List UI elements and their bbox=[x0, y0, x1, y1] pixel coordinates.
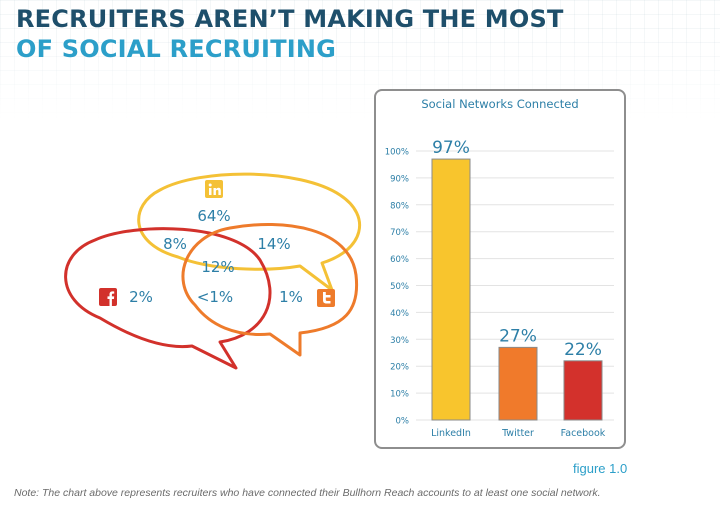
linkedin-icon bbox=[205, 180, 223, 198]
twitter-bubble bbox=[181, 222, 359, 357]
twitter-only-label: 1% bbox=[279, 288, 303, 306]
y-tick-label: 100% bbox=[385, 148, 409, 158]
y-tick-label: 80% bbox=[390, 201, 409, 211]
y-tick-label: 0% bbox=[396, 417, 410, 427]
y-tick-label: 70% bbox=[390, 228, 409, 238]
figure-caption: figure 1.0 bbox=[573, 461, 628, 476]
data-label: 27% bbox=[499, 326, 537, 346]
category-label: LinkedIn bbox=[431, 428, 471, 439]
y-tick-label: 20% bbox=[390, 363, 409, 373]
linkedin-facebook-label: 8% bbox=[163, 235, 187, 253]
facebook-bubble bbox=[64, 227, 272, 370]
title-line-2: OF SOCIAL RECRUITING bbox=[16, 35, 337, 63]
footnote: Note: The chart above represents recruit… bbox=[14, 487, 601, 499]
y-tick-label: 40% bbox=[390, 309, 409, 319]
data-label: 22% bbox=[564, 340, 602, 360]
twitter-icon bbox=[317, 289, 335, 307]
y-tick-label: 30% bbox=[390, 336, 409, 346]
data-label: 97% bbox=[432, 138, 470, 158]
page-title: RECRUITERS AREN’T MAKING THE MOST OF SOC… bbox=[16, 4, 564, 64]
chart-title: Social Networks Connected bbox=[421, 97, 578, 111]
category-label: Twitter bbox=[501, 428, 534, 439]
bar-twitter bbox=[498, 346, 538, 421]
y-tick-label: 60% bbox=[390, 255, 409, 265]
linkedin-only-label: 64% bbox=[197, 207, 230, 225]
y-tick-label: 90% bbox=[390, 174, 409, 184]
y-tick-label: 50% bbox=[390, 282, 409, 292]
linkedin-bubble bbox=[137, 172, 361, 292]
bar-facebook bbox=[563, 360, 603, 421]
all-three-label: 12% bbox=[201, 258, 234, 276]
facebook-icon bbox=[99, 288, 117, 307]
facebook-twitter-label: <1% bbox=[197, 288, 233, 306]
facebook-only-label: 2% bbox=[129, 288, 153, 306]
category-label: Facebook bbox=[561, 428, 606, 439]
bar-linkedin bbox=[431, 158, 471, 421]
y-tick-label: 10% bbox=[390, 390, 409, 400]
title-line-1: RECRUITERS AREN’T MAKING THE MOST bbox=[16, 5, 564, 33]
linkedin-twitter-label: 14% bbox=[257, 235, 290, 253]
